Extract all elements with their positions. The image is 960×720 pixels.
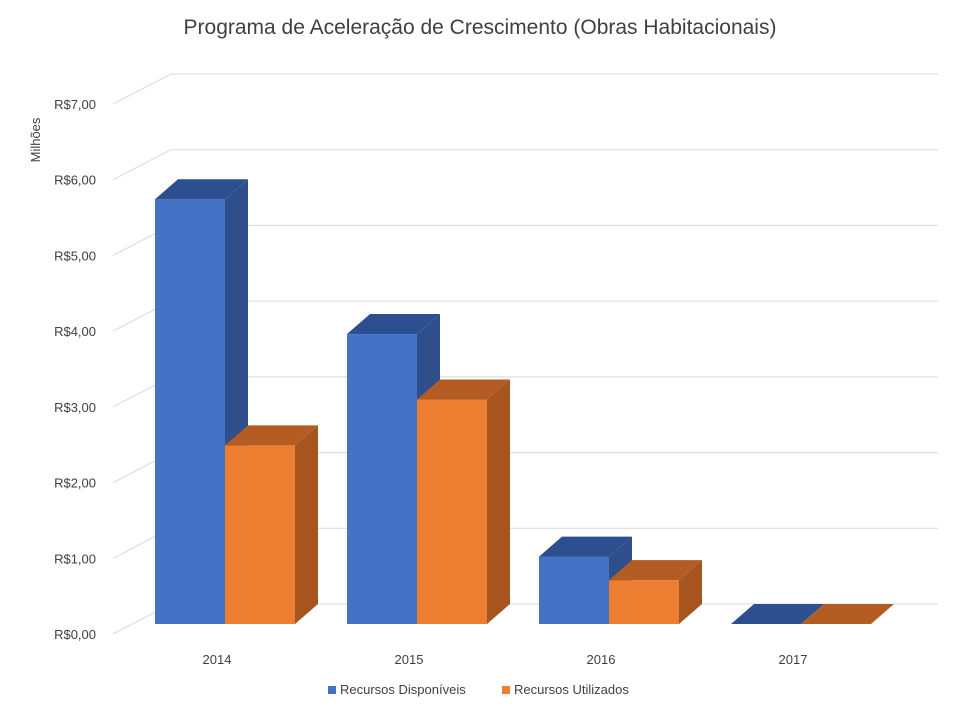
bar-top — [609, 560, 702, 581]
bar-front — [347, 334, 417, 624]
bar-top — [155, 179, 248, 200]
bar-front — [225, 445, 295, 624]
y-tick-label: R$3,00 — [54, 400, 96, 415]
bar-top — [347, 314, 440, 335]
x-tick-label: 2014 — [203, 652, 232, 667]
bar-recursos-disponíveis-2014 — [155, 179, 248, 624]
x-tick-label: 2016 — [587, 652, 616, 667]
bar-top — [539, 536, 632, 557]
legend-swatch — [328, 686, 336, 694]
y-tick-label: R$1,00 — [54, 551, 96, 566]
bar-front — [155, 199, 225, 624]
gridline — [112, 73, 938, 105]
legend-label: Recursos Disponíveis — [340, 682, 466, 697]
legend: Recursos Disponíveis Recursos Utilizados — [328, 682, 629, 697]
y-tick-label: R$6,00 — [54, 173, 96, 188]
y-tick-label: R$7,00 — [54, 97, 96, 112]
y-tick-label: R$0,00 — [54, 627, 96, 642]
bar-side — [487, 379, 510, 624]
legend-swatch — [502, 686, 510, 694]
bar-recursos-utilizados-2014 — [225, 425, 318, 624]
y-axis-ticks: R$0,00 R$1,00 R$2,00 R$3,00 R$4,00 R$5,00 R$6,… — [54, 97, 96, 642]
y-axis-label: Milhões — [28, 117, 43, 162]
bar-front — [609, 580, 679, 624]
bar-top — [731, 604, 824, 624]
bar-recursos-utilizados-2016 — [609, 560, 702, 624]
bar-top — [417, 379, 510, 400]
bars — [155, 179, 894, 624]
bar-top — [801, 604, 894, 624]
legend-label: Recursos Utilizados — [514, 682, 629, 697]
x-tick-label: 2015 — [395, 652, 424, 667]
bar-top — [225, 425, 318, 446]
chart-title: Programa de Aceleração de Crescimento (O… — [184, 16, 777, 39]
x-tick-label: 2017 — [779, 652, 808, 667]
gridline — [112, 149, 938, 181]
y-tick-label: R$2,00 — [54, 476, 96, 491]
bar-recursos-utilizados-2015 — [417, 379, 510, 624]
x-axis-ticks: 2014 2015 2016 2017 — [203, 652, 808, 667]
bar-side — [679, 560, 702, 624]
bar-front — [539, 556, 609, 624]
bar-recursos-utilizados-2017 — [801, 604, 894, 624]
y-tick-label: R$5,00 — [54, 248, 96, 263]
bar-side — [295, 425, 318, 624]
bar-front — [417, 399, 487, 624]
bar-recursos-disponíveis-2017 — [731, 604, 824, 624]
y-tick-label: R$4,00 — [54, 324, 96, 339]
